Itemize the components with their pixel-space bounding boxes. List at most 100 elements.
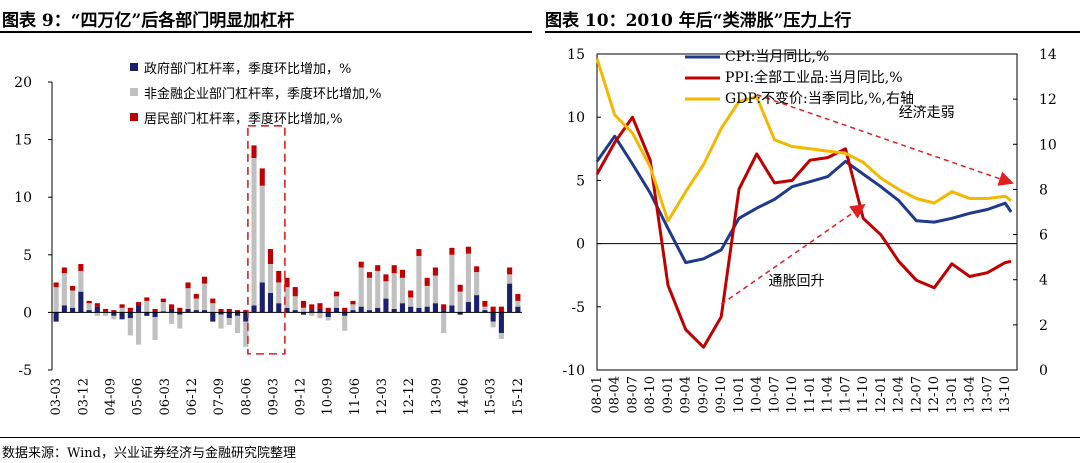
- y-left-tick-label: 0: [576, 237, 585, 253]
- bar-segment-s0: [136, 305, 142, 313]
- bar-segment-s2: [218, 308, 224, 313]
- bar-segment-s1: [383, 281, 389, 299]
- y-left-tick-label: 5: [576, 173, 585, 189]
- bar-segment-s1: [292, 296, 298, 311]
- x-tick-label: 10-09: [321, 378, 336, 415]
- bar-segment-s0: [226, 312, 232, 319]
- bar-segment-s2: [284, 277, 290, 288]
- bar-segment-s2: [152, 308, 158, 313]
- bar-segment-s1: [160, 302, 166, 312]
- bar-segment-s0: [144, 312, 150, 316]
- bar-segment-s1: [86, 303, 92, 311]
- bar-segment-s2: [342, 307, 348, 313]
- bar-segment-s2: [210, 298, 216, 304]
- bar-segment-s1: [169, 312, 175, 324]
- bar-segment-s1: [78, 270, 84, 292]
- x-tick-label: 08-01: [590, 376, 605, 413]
- x-tick-label: 11-06: [348, 378, 363, 415]
- bar-segment-s0: [317, 308, 323, 313]
- bar-segment-s2: [375, 265, 381, 271]
- bar-segment-s0: [127, 312, 133, 319]
- bar-segment-s2: [169, 304, 175, 309]
- bar-segment-s2: [111, 310, 117, 313]
- annotation-weakening: 经济走弱: [899, 105, 955, 121]
- bar-segment-s1: [70, 290, 76, 308]
- bar-segment-s2: [300, 300, 307, 308]
- x-tick-label: 14-06: [457, 378, 472, 415]
- bar-segment-s2: [515, 293, 521, 301]
- bar-segment-s0: [449, 305, 455, 313]
- bar-segment-s1: [136, 312, 142, 345]
- y-right-tick-label: 12: [1039, 92, 1057, 108]
- bar-segment-s0: [416, 307, 422, 313]
- x-tick-label: 08-04: [608, 376, 623, 413]
- bar-segment-s0: [474, 295, 480, 313]
- x-tick-label: 15-12: [511, 378, 526, 415]
- legend-label: 居民部门杠杆率，季度环比增加,%: [144, 111, 343, 127]
- bar-segment-s1: [251, 158, 257, 306]
- bar-segment-s2: [333, 291, 340, 297]
- bar-segment-s2: [358, 261, 364, 268]
- x-tick-label: 08-06: [239, 378, 254, 415]
- bar-segment-s2: [267, 249, 274, 265]
- x-tick-label: 09-03: [266, 378, 281, 415]
- left-leverage-chart: -5 0 5 10 15 20 03-03 03-12 04-09 05-06 06-03 06-12…: [14, 61, 526, 415]
- source-rule: [0, 437, 1080, 438]
- legend-label: GDP:不变价:当季同比,%,右轴: [725, 91, 914, 107]
- x-tick-label: 08-10: [643, 376, 658, 413]
- x-tick-label: 09-12: [294, 378, 309, 415]
- x-tick-label: 12-12: [402, 378, 417, 415]
- bar-segment-s0: [111, 312, 117, 316]
- bar-segment-s0: [78, 291, 84, 313]
- x-tick-label: 12-04: [892, 376, 907, 413]
- highlight-box: [247, 124, 286, 355]
- bar-segment-s1: [234, 315, 241, 334]
- x-tick-label: 13-10: [998, 376, 1013, 413]
- bar-segment-s0: [482, 310, 488, 313]
- bar-segment-s1: [449, 254, 455, 306]
- bar-segment-s1: [358, 267, 364, 307]
- bar-segment-s1: [317, 312, 323, 319]
- bar-segment-s1: [53, 287, 59, 313]
- x-tick-label: 10-10: [785, 376, 800, 413]
- legend-swatch: [130, 88, 138, 96]
- bar-segment-s0: [424, 306, 430, 313]
- right-inflation-chart: -10 -5 0 5 10 15 0 2 4 6 8 10 12 14 08-01 08-04 08-07 08-…: [562, 47, 1057, 413]
- bar-segment-s1: [300, 307, 307, 313]
- bar-segment-s1: [441, 312, 447, 334]
- bar-segment-s0: [498, 312, 504, 334]
- bar-segment-s2: [144, 297, 150, 301]
- bar-segment-s0: [177, 312, 183, 315]
- bar-segment-s2: [276, 270, 282, 283]
- x-tick-label: 08-07: [625, 376, 640, 413]
- bar-segment-s2: [474, 266, 480, 273]
- bar-segment-s1: [507, 274, 513, 284]
- bar-segment-s2: [251, 145, 257, 159]
- y-left-tick-label: 15: [567, 47, 585, 63]
- bar-segment-s0: [284, 307, 290, 313]
- bar-segment-s2: [136, 302, 142, 306]
- series-line-0: [595, 134, 1013, 265]
- bar-segment-s0: [342, 312, 348, 316]
- plot-frame: [596, 53, 1018, 371]
- bar-segment-s1: [309, 312, 315, 316]
- bar-segment-s2: [490, 306, 496, 313]
- x-tick-label: 11-01: [803, 376, 818, 413]
- x-tick-label: 11-10: [856, 376, 871, 413]
- bar-segment-s2: [193, 293, 199, 299]
- bar-segment-s0: [490, 312, 496, 322]
- x-tick-label: 09-04: [679, 376, 694, 413]
- source-note: 数据来源：Wind，兴业证券经济与金融研究院整理: [2, 446, 296, 461]
- bar-segment-s2: [259, 168, 265, 186]
- legend-label: 非金融企业部门杠杆率，季度环比增加,%: [144, 86, 382, 102]
- bar-segment-s0: [251, 305, 257, 313]
- series-line-1: [595, 115, 1012, 349]
- left-title-rule: [0, 31, 532, 33]
- bar-segment-s2: [432, 267, 438, 276]
- bar-segment-s1: [424, 285, 430, 307]
- y-left-tick-label: 10: [567, 110, 585, 126]
- bar-segment-s1: [375, 270, 381, 308]
- bar-segment-s0: [152, 312, 158, 318]
- x-tick-label: 03-12: [76, 378, 91, 415]
- bar-segment-s2: [94, 303, 100, 307]
